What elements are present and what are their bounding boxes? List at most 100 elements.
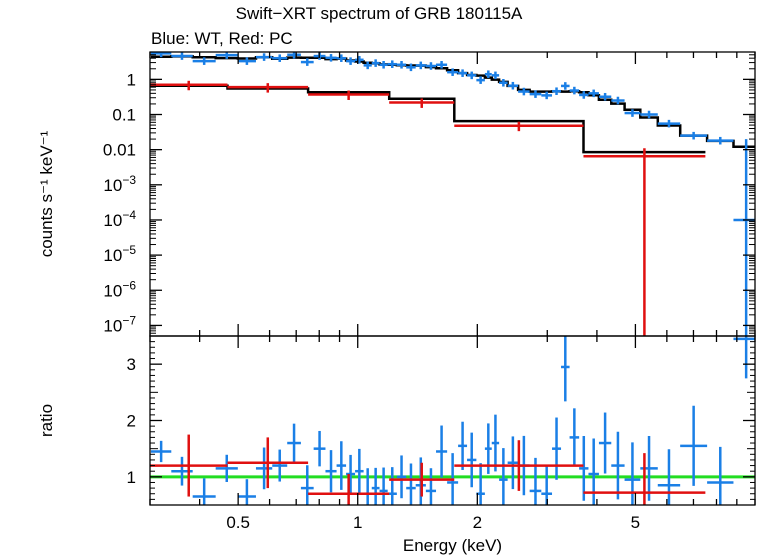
wt-point: [300, 58, 314, 66]
ratio-wt-point: [150, 440, 172, 463]
y-tick-exponent: −5: [122, 243, 136, 257]
ratio-wt-point: [598, 412, 612, 474]
wt-point: [499, 78, 508, 87]
pc-point: [227, 83, 309, 93]
y-tick-exponent: −3: [122, 173, 136, 187]
x-tick-label: 1: [353, 513, 362, 532]
wt-point: [396, 60, 407, 69]
ratio-wt-point: [192, 478, 216, 505]
wt-point: [192, 57, 216, 65]
ratio-wt-point: [588, 438, 599, 505]
pc-point: [150, 80, 228, 91]
ratio-wt-point: [707, 446, 734, 505]
ratio-wt-point: [379, 467, 388, 505]
spectrum-panel-data: [150, 52, 755, 336]
pc-point: [308, 90, 390, 100]
x-tick-label: 5: [631, 513, 640, 532]
wt-point: [458, 69, 468, 77]
wt-point: [552, 87, 562, 96]
wt-point: [171, 52, 193, 60]
wt-point: [707, 136, 734, 145]
ratio-wt-point: [640, 435, 658, 501]
ratio-wt-point: [491, 414, 500, 472]
ratio-wt-point: [425, 468, 437, 505]
ratio-wt-point: [387, 467, 397, 505]
ratio-wt-point: [579, 436, 589, 501]
ratio-wt-point: [611, 431, 625, 500]
ratio-y-tick-label: 2: [127, 412, 136, 431]
ratio-wt-point: [396, 455, 407, 499]
wt-point: [588, 89, 599, 98]
ratio-wt-point: [371, 467, 380, 505]
y-tick-base: 10: [103, 316, 122, 335]
ratio-wt-point: [624, 442, 641, 505]
wt-point: [680, 131, 708, 140]
wt-point: [272, 54, 288, 62]
ratio-wt-point: [255, 447, 273, 490]
ratio-pc-point: [454, 440, 584, 491]
ratio-wt-point: [355, 448, 364, 494]
wt-point: [346, 57, 356, 65]
ratio-pc-point: [389, 462, 455, 497]
wt-point: [415, 61, 426, 70]
wt-point: [541, 91, 553, 100]
model-pc-line: [150, 84, 706, 154]
wt-point: [624, 109, 641, 117]
y-tick-label: 0.1: [112, 106, 136, 125]
wt-point: [436, 60, 448, 69]
y-tick-label: 1: [127, 70, 136, 89]
ratio-pc-point: [150, 434, 228, 497]
y-tick-label: 10−4: [103, 208, 136, 230]
wt-point: [387, 60, 397, 68]
y-tick-exponent: −6: [122, 278, 136, 292]
ratio-wt-point: [447, 453, 459, 505]
pc-point: [454, 121, 584, 132]
wt-point: [379, 60, 388, 69]
ratio-wt-point: [237, 479, 256, 505]
wt-point: [150, 52, 172, 58]
ratio-wt-point: [467, 432, 477, 488]
wt-point: [467, 71, 477, 80]
y-axis-label-spectrum: counts s⁻¹ keV⁻¹: [37, 130, 56, 257]
y-tick-base: 10: [103, 211, 122, 230]
ratio-wt-point: [215, 454, 238, 482]
ratio-wt-point: [325, 450, 337, 493]
chart-subtitle: Blue: WT, Red: PC: [151, 29, 293, 48]
y-tick-label: 10−3: [103, 173, 136, 195]
wt-point: [371, 59, 380, 67]
x-tick-label: 2: [473, 513, 482, 532]
ratio-wt-point: [272, 449, 288, 482]
y-tick-base: 10: [103, 246, 122, 265]
spectrum-frame: [149, 51, 756, 337]
wt-point: [355, 56, 364, 64]
ratio-wt-point: [569, 408, 580, 467]
wt-point: [518, 87, 530, 96]
ratio-wt-point: [300, 465, 314, 505]
ratio-pc-point: [583, 453, 706, 505]
ratio-wt-point: [680, 405, 708, 486]
ratio-wt-point: [336, 441, 347, 490]
ratio-wt-point: [657, 449, 681, 505]
y-tick-label: 10−6: [103, 278, 136, 300]
wt-point: [579, 91, 589, 99]
wt-point: [529, 90, 542, 98]
wt-point: [363, 61, 372, 70]
ratio-wt-point: [529, 457, 542, 505]
ratio-wt-point: [561, 336, 570, 402]
ratio-wt-point: [458, 421, 468, 470]
ratio-wt-point: [541, 465, 553, 505]
y-tick-label: 10−7: [103, 313, 136, 335]
wt-point: [237, 57, 256, 65]
wt-point: [476, 76, 485, 84]
y-tick-label: 0.01: [103, 141, 136, 160]
chart-title: Swift−XRT spectrum of GRB 180115A: [235, 4, 523, 23]
wt-point: [484, 70, 492, 79]
pc-point: [583, 148, 706, 336]
y-tick-label: 10−5: [103, 243, 136, 265]
wt-point: [447, 68, 459, 76]
ratio-wt-point: [499, 448, 508, 505]
y-tick-base: 10: [103, 281, 122, 300]
x-tick-label: 0.5: [226, 513, 250, 532]
ratio-y-tick-label: 3: [127, 355, 136, 374]
